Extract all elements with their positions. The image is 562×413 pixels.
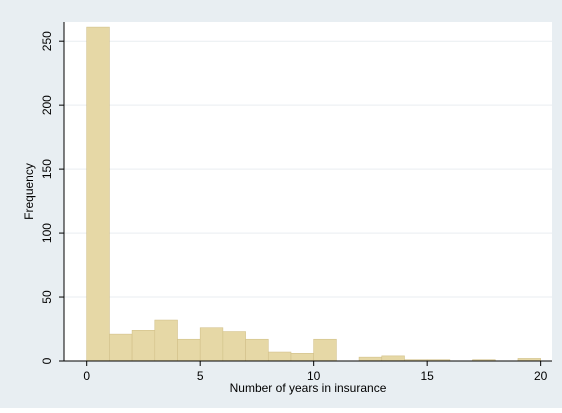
histogram-bar (177, 338, 201, 362)
histogram-bar (245, 338, 269, 362)
histogram-bar (290, 353, 314, 362)
histogram-bar (313, 338, 337, 362)
y-tick-label: 100 (40, 223, 54, 243)
y-tick-label: 50 (40, 290, 54, 304)
x-tick-label: 0 (83, 369, 90, 383)
histogram-bar (381, 355, 405, 362)
histogram-bar (154, 319, 178, 362)
x-tick-label: 20 (534, 369, 548, 383)
histogram-bar (222, 331, 246, 362)
histogram-bar (109, 333, 133, 362)
x-tick-label: 10 (307, 369, 321, 383)
y-tick-label: 150 (40, 159, 54, 179)
histogram-bar (358, 356, 383, 362)
histogram-bar (131, 329, 156, 362)
x-tick-label: 15 (420, 369, 434, 383)
grid-lines (64, 40, 552, 298)
histogram-bar (267, 351, 292, 362)
y-tick-label: 0 (40, 357, 54, 364)
x-axis-title: Number of years in insurance (230, 381, 387, 395)
plot-area (64, 22, 552, 361)
y-tick-label: 200 (40, 95, 54, 115)
x-tick-label: 5 (197, 369, 204, 383)
histogram-bar (86, 26, 110, 362)
y-axis-title: Frequency (22, 163, 36, 220)
histogram-bar (199, 327, 224, 362)
y-tick-label: 250 (40, 31, 54, 51)
